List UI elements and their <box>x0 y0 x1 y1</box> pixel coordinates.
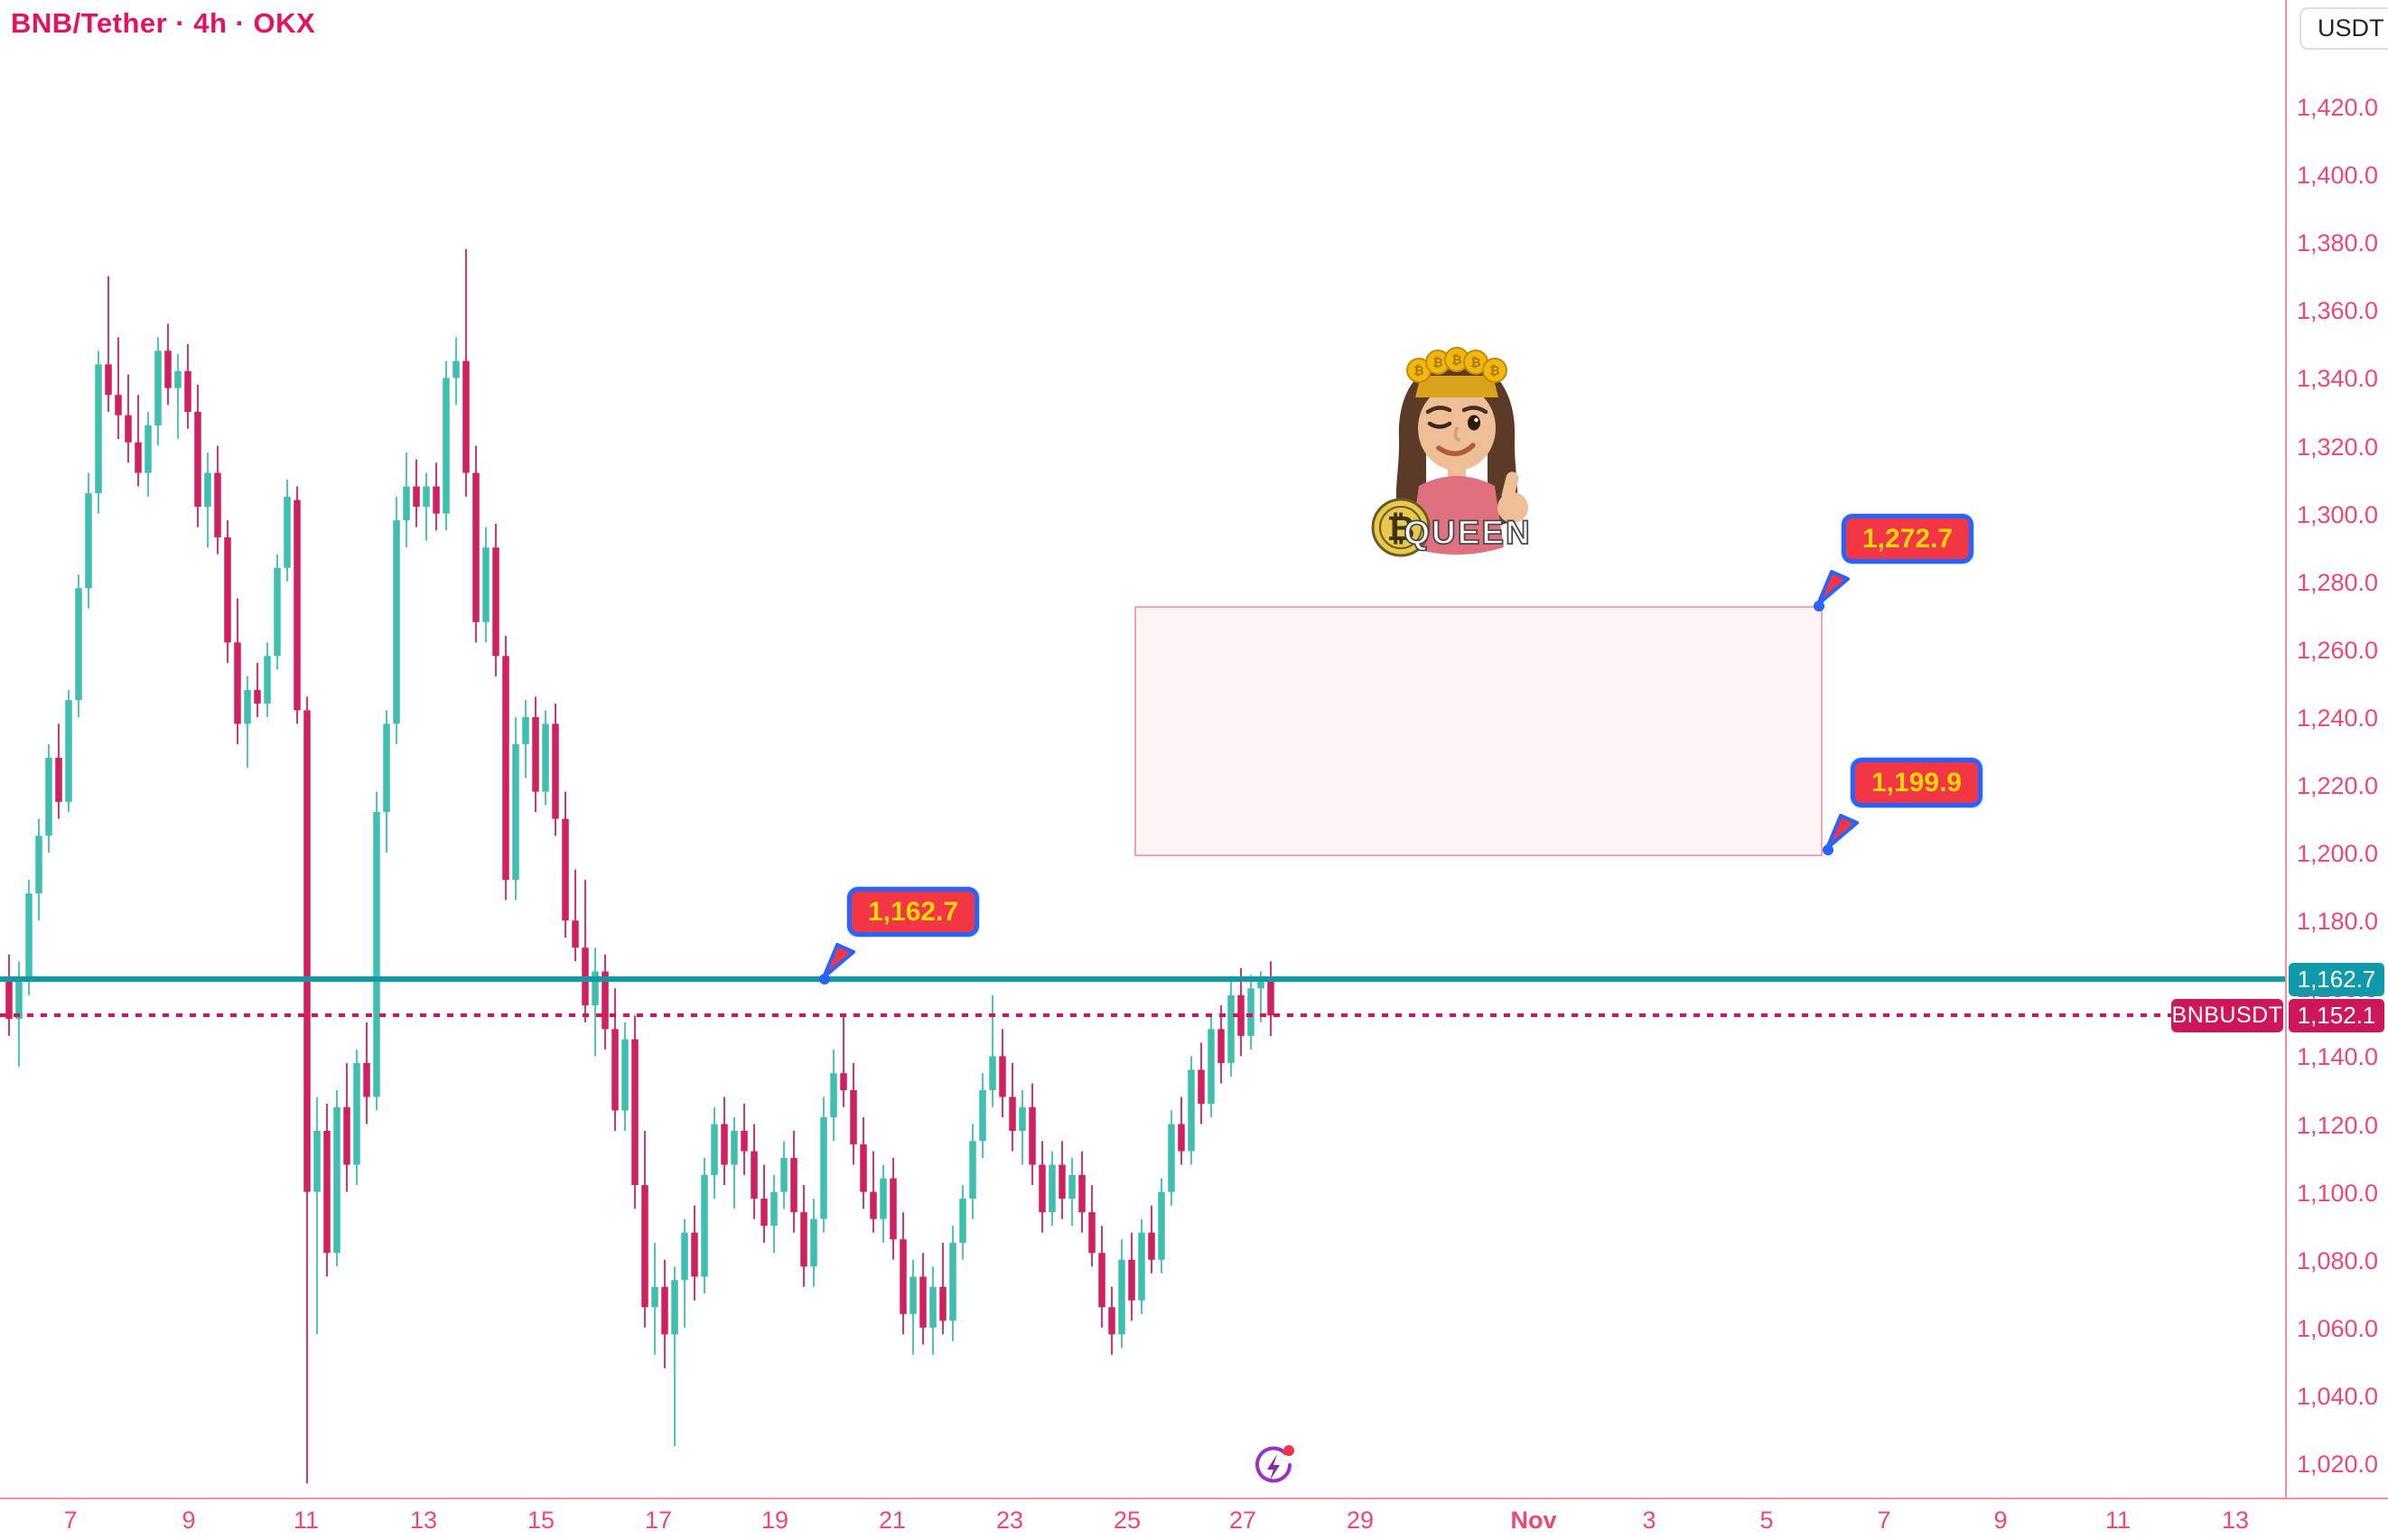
currency-toggle-button[interactable]: USDT <box>2299 7 2388 50</box>
last-price-badge: 1,152.1 <box>2289 998 2384 1032</box>
callout-tail <box>1825 814 1859 851</box>
price-axis-label: 1,140.0 <box>2296 1043 2379 1071</box>
price-axis-label: 1,320.0 <box>2296 433 2379 461</box>
svg-text:₿: ₿ <box>1413 364 1423 378</box>
callout-anchor-dot[interactable] <box>819 974 830 985</box>
price-callout-1199[interactable]: 1,199.9 <box>1851 758 1983 808</box>
price-callout-1272[interactable]: 1,272.7 <box>1842 514 1974 565</box>
price-axis-label: 1,280.0 <box>2296 568 2379 596</box>
price-axis-label: 1,080.0 <box>2296 1246 2379 1274</box>
callout-anchor-dot[interactable] <box>1823 845 1833 856</box>
time-axis[interactable]: 7 9 11 13 15 17 19 21 23 25 27 29 Nov 3 5 7 9 11 13 <box>0 1499 2388 1540</box>
date-axis-label: 17 <box>644 1507 673 1534</box>
date-axis-label: 25 <box>1113 1507 1142 1534</box>
callout-anchor-dot[interactable] <box>1814 601 1824 612</box>
price-axis-label: 1,420.0 <box>2296 94 2379 121</box>
price-axis-label: 1,120.0 <box>2296 1111 2379 1139</box>
last-price-dotted-line <box>0 1013 2285 1017</box>
price-axis-separator <box>2285 0 2287 1498</box>
svg-text:₿: ₿ <box>1451 353 1461 368</box>
date-axis-label: 27 <box>1228 1507 1257 1534</box>
symbol-tag: BNBUSDT <box>2171 998 2283 1032</box>
date-axis-label: 5 <box>1759 1507 1774 1534</box>
date-axis-label: 7 <box>1877 1507 1891 1534</box>
date-axis-label: 11 <box>2104 1507 2131 1534</box>
candlestick-series[interactable] <box>0 0 2285 1498</box>
price-axis-label: 1,220.0 <box>2296 772 2379 799</box>
price-axis-label: 1,040.0 <box>2296 1382 2379 1410</box>
date-axis-label: 13 <box>2221 1507 2250 1534</box>
date-axis-label: 29 <box>1346 1507 1375 1534</box>
price-axis-label: 1,380.0 <box>2296 229 2379 257</box>
price-axis-label: 1,060.0 <box>2296 1314 2379 1342</box>
price-axis-label: 1,100.0 <box>2296 1179 2379 1207</box>
price-callout-1162[interactable]: 1,162.7 <box>847 887 980 938</box>
svg-text:₿: ₿ <box>1489 364 1499 378</box>
svg-text:₿: ₿ <box>1432 356 1442 370</box>
price-axis-label: 1,200.0 <box>2296 840 2379 868</box>
price-axis-label: 1,240.0 <box>2296 704 2379 732</box>
price-axis-label: 1,260.0 <box>2296 636 2379 664</box>
date-axis-label: 11 <box>293 1507 320 1534</box>
price-axis-label: 1,300.0 <box>2296 500 2379 528</box>
date-axis-label: Nov <box>1510 1507 1557 1534</box>
svg-text:₿: ₿ <box>1470 356 1480 370</box>
date-axis-label: 7 <box>63 1507 78 1534</box>
date-axis-label: 3 <box>1642 1507 1656 1534</box>
chart-pane[interactable]: BNB/Tether · 4h · OKX 1,162.7 1,272.7 1,… <box>0 0 2285 1498</box>
symbol-title: BNB/Tether · 4h · OKX <box>11 7 316 39</box>
price-axis-label: 1,020.0 <box>2296 1451 2379 1478</box>
callout-tail <box>822 943 855 980</box>
queen-emoji-image: ₿ ₿ ₿ ₿ ₿ ₿ QUEEN <box>1371 347 1532 557</box>
date-axis-label: 9 <box>1993 1507 2008 1534</box>
queen-text: QUEEN <box>1404 514 1532 551</box>
date-axis-label: 23 <box>995 1507 1024 1534</box>
date-axis-label: 15 <box>527 1507 555 1534</box>
date-axis-label: 9 <box>182 1507 196 1534</box>
price-axis-label: 1,360.0 <box>2296 297 2379 325</box>
btc-symbol: ₿ <box>1387 509 1415 548</box>
callout-tail <box>1816 570 1850 607</box>
price-axis-label: 1,180.0 <box>2296 908 2379 936</box>
price-axis-label: 1,400.0 <box>2296 162 2379 190</box>
price-axis-label: 1,340.0 <box>2296 365 2379 393</box>
target-zone-rectangle[interactable] <box>1134 606 1823 857</box>
date-axis-label: 13 <box>409 1507 438 1534</box>
queen-sticker[interactable]: ₿ ₿ ₿ ₿ ₿ ₿ QUEEN <box>1367 338 1547 564</box>
price-axis[interactable]: 1,420.0 1,400.0 1,380.0 1,360.0 1,340.0 1,320… <box>2287 0 2388 1498</box>
date-axis-label: 19 <box>760 1507 789 1534</box>
event-lightning-icon[interactable] <box>1250 1442 1297 1492</box>
time-axis-separator <box>0 1498 2388 1499</box>
resistance-price-badge: 1,162.7 <box>2289 963 2384 997</box>
date-axis-label: 21 <box>878 1507 907 1534</box>
resistance-line[interactable] <box>0 976 2285 983</box>
